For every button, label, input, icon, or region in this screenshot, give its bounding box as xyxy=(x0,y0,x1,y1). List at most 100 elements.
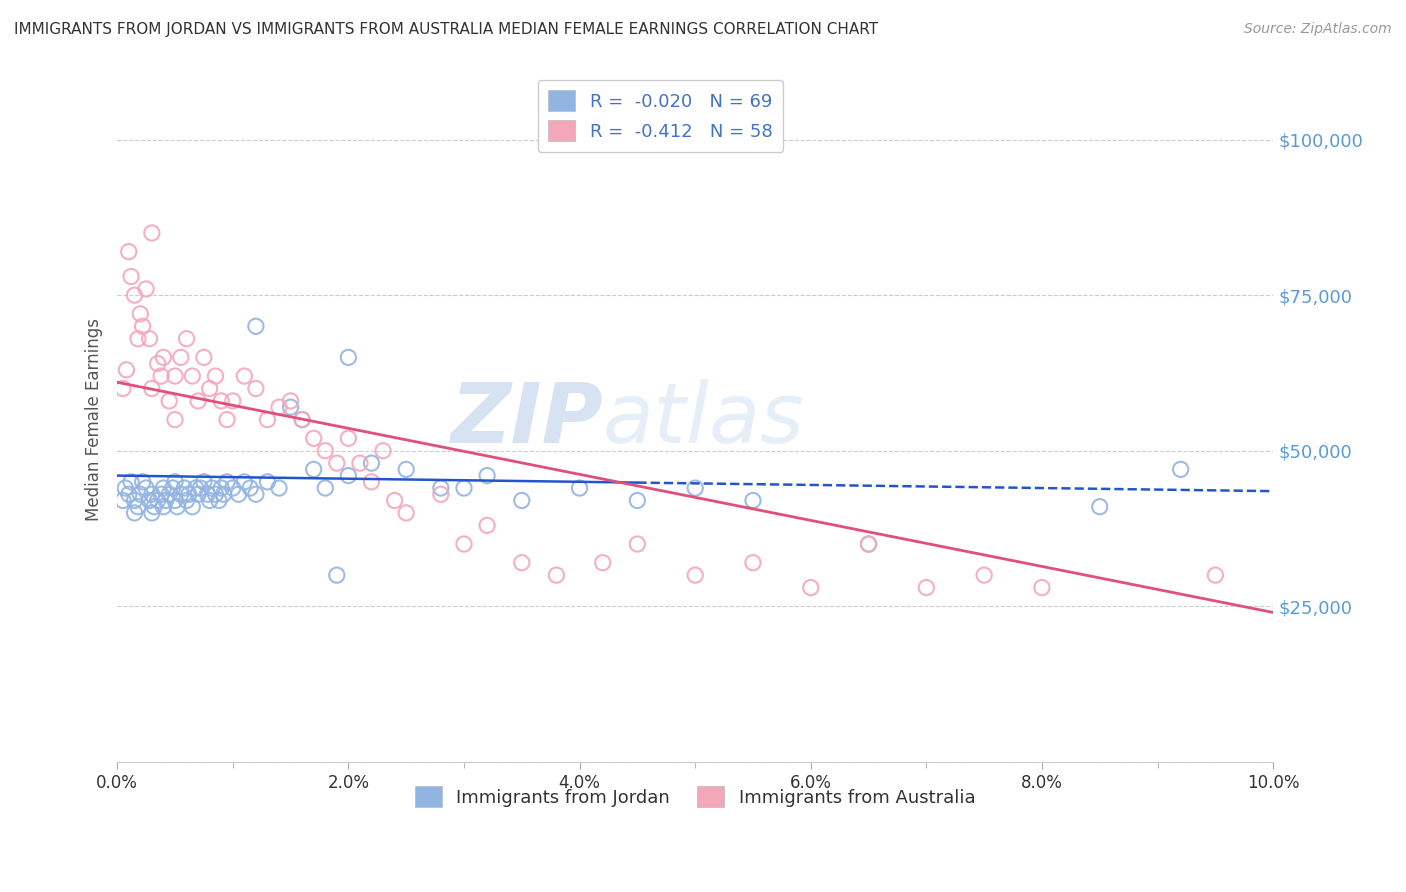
Text: Source: ZipAtlas.com: Source: ZipAtlas.com xyxy=(1244,22,1392,37)
Point xyxy=(222,481,245,495)
Point xyxy=(176,493,198,508)
Point xyxy=(915,581,938,595)
Point xyxy=(326,456,349,470)
Point xyxy=(337,468,360,483)
Point xyxy=(157,487,180,501)
Point xyxy=(245,382,267,396)
Point xyxy=(245,487,267,501)
Point xyxy=(150,487,173,501)
Point xyxy=(131,319,153,334)
Point xyxy=(360,456,382,470)
Point xyxy=(228,487,250,501)
Point xyxy=(143,500,166,514)
Point xyxy=(166,500,188,514)
Point xyxy=(233,475,256,489)
Point xyxy=(163,475,186,489)
Point xyxy=(800,581,823,595)
Point xyxy=(1088,500,1111,514)
Point xyxy=(1031,581,1053,595)
Point xyxy=(239,481,262,495)
Point xyxy=(215,412,238,426)
Point xyxy=(430,481,453,495)
Point xyxy=(146,493,169,508)
Point xyxy=(111,382,134,396)
Point xyxy=(184,481,207,495)
Point xyxy=(190,481,212,495)
Point xyxy=(152,351,174,365)
Point xyxy=(510,556,533,570)
Point xyxy=(546,568,568,582)
Point xyxy=(395,506,418,520)
Point xyxy=(141,487,163,501)
Point xyxy=(129,487,152,501)
Point xyxy=(626,493,648,508)
Point xyxy=(245,319,267,334)
Point xyxy=(170,487,193,501)
Point xyxy=(267,481,290,495)
Point xyxy=(162,481,184,495)
Point xyxy=(208,493,231,508)
Point xyxy=(430,487,453,501)
Point xyxy=(204,369,226,384)
Point xyxy=(150,369,173,384)
Point xyxy=(138,493,160,508)
Point xyxy=(337,351,360,365)
Point xyxy=(280,400,302,414)
Point xyxy=(118,244,141,259)
Point xyxy=(510,493,533,508)
Point xyxy=(204,487,226,501)
Point xyxy=(129,307,152,321)
Point xyxy=(187,393,209,408)
Point xyxy=(222,393,245,408)
Text: IMMIGRANTS FROM JORDAN VS IMMIGRANTS FROM AUSTRALIA MEDIAN FEMALE EARNINGS CORRE: IMMIGRANTS FROM JORDAN VS IMMIGRANTS FRO… xyxy=(14,22,879,37)
Point xyxy=(127,332,149,346)
Text: ZIP: ZIP xyxy=(450,379,603,460)
Point xyxy=(291,412,314,426)
Point xyxy=(314,443,336,458)
Point xyxy=(193,351,215,365)
Point xyxy=(198,493,221,508)
Point xyxy=(1204,568,1226,582)
Point xyxy=(742,493,765,508)
Point xyxy=(198,382,221,396)
Point xyxy=(326,568,349,582)
Point xyxy=(973,568,995,582)
Point xyxy=(124,506,146,520)
Point xyxy=(371,443,394,458)
Point xyxy=(135,481,157,495)
Point xyxy=(453,481,475,495)
Y-axis label: Median Female Earnings: Median Female Earnings xyxy=(86,318,103,521)
Point xyxy=(141,226,163,240)
Point xyxy=(176,332,198,346)
Point xyxy=(256,412,278,426)
Point xyxy=(181,500,204,514)
Point xyxy=(124,288,146,302)
Point xyxy=(626,537,648,551)
Point xyxy=(453,537,475,551)
Point xyxy=(592,556,614,570)
Point xyxy=(568,481,591,495)
Point xyxy=(360,475,382,489)
Point xyxy=(349,456,371,470)
Point xyxy=(201,481,224,495)
Point xyxy=(233,369,256,384)
Point xyxy=(1170,462,1192,476)
Point xyxy=(302,431,325,445)
Point xyxy=(141,506,163,520)
Point xyxy=(120,269,142,284)
Point xyxy=(114,481,136,495)
Point xyxy=(215,475,238,489)
Point xyxy=(314,481,336,495)
Point xyxy=(115,363,138,377)
Point xyxy=(152,500,174,514)
Point xyxy=(193,475,215,489)
Point xyxy=(858,537,880,551)
Point xyxy=(146,357,169,371)
Point xyxy=(127,500,149,514)
Text: atlas: atlas xyxy=(603,379,804,460)
Point xyxy=(683,481,706,495)
Point xyxy=(181,369,204,384)
Point xyxy=(475,518,498,533)
Point xyxy=(395,462,418,476)
Point xyxy=(267,400,290,414)
